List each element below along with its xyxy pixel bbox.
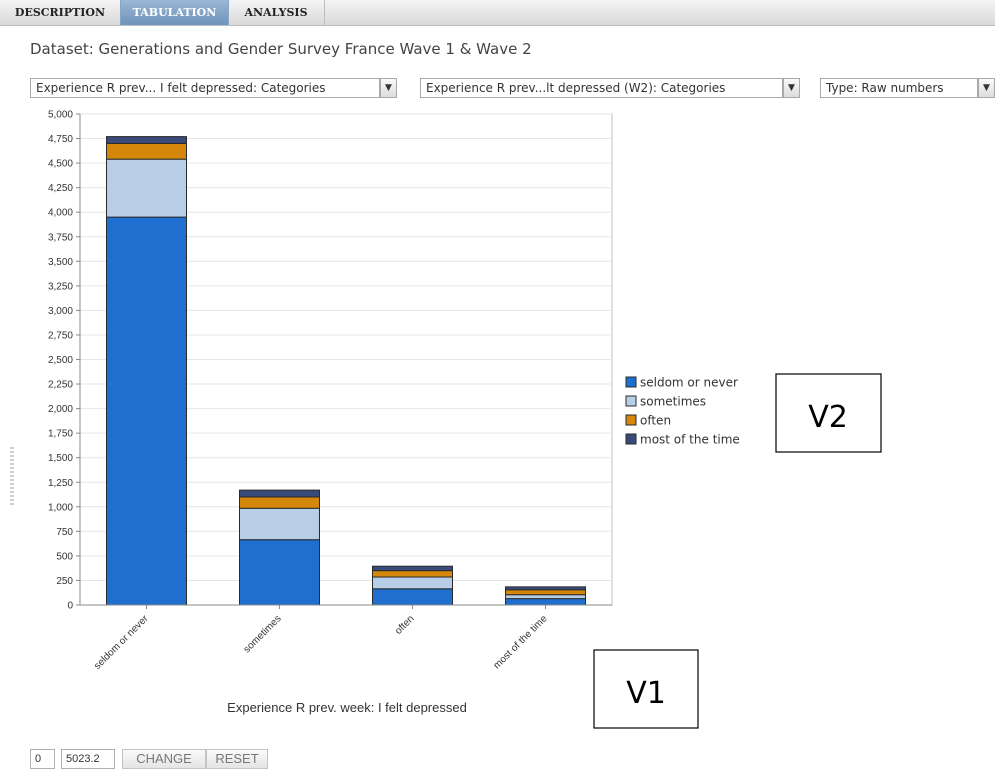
- y-tick-label: 2,000: [48, 404, 73, 415]
- legend-label: seldom or never: [640, 376, 738, 390]
- col-variable-select[interactable]: Experience R prev...lt depressed (W2): C…: [420, 78, 783, 98]
- bar-segment-most-of-the-time[interactable]: [505, 586, 586, 591]
- y-tick-label: 3,750: [48, 232, 73, 243]
- y-tick-label: 4,250: [48, 183, 73, 194]
- reset-button[interactable]: RESET: [206, 749, 268, 769]
- annotation-v1: V1: [626, 676, 666, 711]
- legend: seldom or never sometimes often most of the…: [625, 376, 740, 447]
- tab-analysis[interactable]: ANALYSIS: [228, 0, 325, 25]
- x-axis-title: Experience R prev. week: I felt depresse…: [227, 700, 467, 715]
- type-select[interactable]: Type: Raw numbers: [820, 78, 978, 98]
- legend-swatch: [625, 433, 637, 445]
- y-tick-label: 4,500: [48, 159, 73, 170]
- bar-segment-most-of-the-time[interactable]: [106, 136, 187, 144]
- annotation-v2: V2: [808, 400, 848, 435]
- range-max-input[interactable]: 5023.2: [61, 749, 115, 769]
- y-tick-label: 3,250: [48, 281, 73, 292]
- x-category-label: often: [393, 613, 417, 637]
- legend-swatch: [625, 414, 637, 426]
- tab-tabulation[interactable]: TABULATION: [120, 0, 229, 25]
- bar-segment-seldom-or-never[interactable]: [372, 588, 453, 606]
- tab-bar: DESCRIPTION TABULATION ANALYSIS: [0, 0, 995, 26]
- legend-swatch: [625, 395, 637, 407]
- bars: [106, 136, 586, 606]
- y-tick-label: 3,500: [48, 257, 73, 268]
- stacked-bar-chart: 0 250 500 750 1,000 1,250 1,500 1,750 2,000 2,250…: [48, 110, 882, 729]
- bar-segment-most-of-the-time[interactable]: [239, 489, 320, 498]
- y-tick-label: 0: [67, 601, 73, 612]
- y-tick-label: 4,750: [48, 134, 73, 145]
- y-axis-ticks: 0 250 500 750 1,000 1,250 1,500 1,750 2,000 2,250…: [48, 110, 80, 612]
- y-tick-label: 5,000: [48, 110, 73, 121]
- bar-segment-seldom-or-never[interactable]: [106, 216, 187, 606]
- col-variable-dropdown-arrow[interactable]: ▼: [783, 78, 800, 98]
- y-tick-label: 2,500: [48, 355, 73, 366]
- bar-segment-seldom-or-never[interactable]: [239, 539, 320, 606]
- legend-label: sometimes: [640, 395, 706, 409]
- y-tick-label: 4,000: [48, 208, 73, 219]
- y-tick-label: 2,750: [48, 330, 73, 341]
- bar-segment-sometimes[interactable]: [372, 576, 453, 590]
- y-tick-label: 2,250: [48, 380, 73, 391]
- bar-segment-often[interactable]: [372, 570, 453, 578]
- panel-resize-handle[interactable]: [10, 447, 14, 507]
- row-variable-dropdown-arrow[interactable]: ▼: [380, 78, 397, 98]
- y-tick-label: 1,250: [48, 478, 73, 489]
- range-min-input[interactable]: 0: [30, 749, 55, 769]
- bar-segment-sometimes[interactable]: [239, 507, 320, 541]
- x-category-label: sometimes: [242, 613, 284, 655]
- x-category-label: most of the time: [492, 613, 550, 671]
- bar-segment-often[interactable]: [239, 496, 320, 509]
- bar-segment-most-of-the-time[interactable]: [372, 565, 453, 572]
- y-tick-label: 3,000: [48, 306, 73, 317]
- legend-label: often: [640, 414, 671, 428]
- y-tick-label: 1,750: [48, 429, 73, 440]
- annotation-box-v2: [775, 373, 882, 453]
- x-axis-category-labels: seldom or never sometimes often most of the…: [92, 605, 550, 672]
- annotation-box-v1: [593, 649, 699, 729]
- bar-segment-often[interactable]: [505, 589, 586, 596]
- bar-segment-sometimes[interactable]: [106, 158, 187, 218]
- y-tick-label: 750: [56, 527, 73, 538]
- legend-label: most of the time: [640, 433, 740, 447]
- dataset-title: Dataset: Generations and Gender Survey F…: [30, 40, 532, 58]
- y-tick-label: 1,000: [48, 502, 73, 513]
- row-variable-select[interactable]: Experience R prev... I felt depressed: C…: [30, 78, 380, 98]
- change-button[interactable]: CHANGE: [122, 749, 206, 769]
- x-category-label: seldom or never: [92, 613, 151, 672]
- bar-segment-often[interactable]: [106, 142, 187, 160]
- y-tick-label: 1,500: [48, 453, 73, 464]
- bar-segment-sometimes[interactable]: [505, 594, 586, 600]
- y-tick-label: 500: [56, 551, 73, 562]
- y-tick-label: 250: [56, 576, 73, 587]
- legend-swatch: [625, 376, 637, 388]
- bar-segment-seldom-or-never[interactable]: [505, 598, 586, 606]
